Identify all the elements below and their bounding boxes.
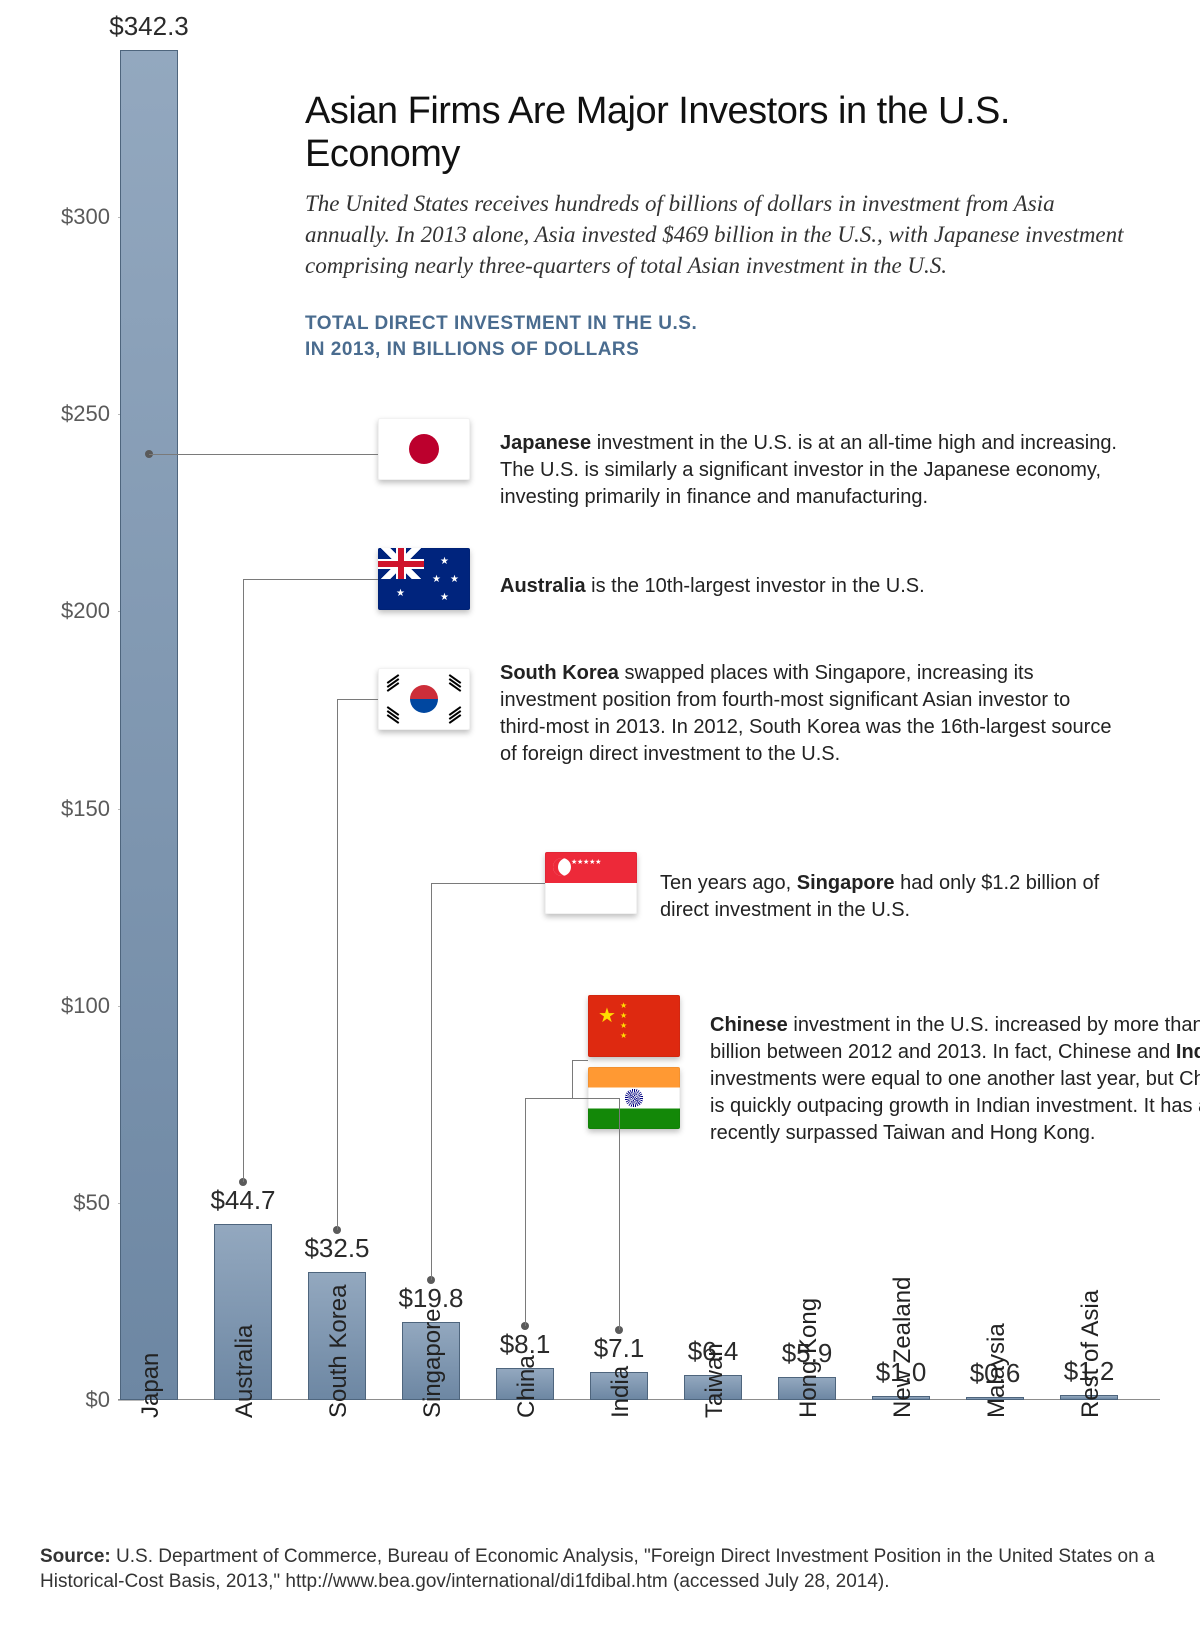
annot-china-end: investments were equal to one another la…: [710, 1068, 1200, 1144]
bar-category-label: India: [607, 1366, 635, 1418]
headline-block: Asian Firms Are Major Investors in the U…: [305, 90, 1145, 362]
bar-category-label: Taiwan: [701, 1343, 729, 1418]
bar-japan: [120, 50, 178, 1400]
source-body: U.S. Department of Commerce, Bureau of E…: [40, 1546, 1155, 1593]
south-korea-flag-icon: [378, 668, 470, 730]
annot-singapore: Ten years ago, Singapore had only $1.2 b…: [660, 870, 1130, 924]
leader-line: [149, 454, 378, 455]
chart-subhead: TOTAL DIRECT INVESTMENT IN THE U.S. IN 2…: [305, 311, 1145, 362]
annot-china-india: Chinese investment in the U.S. increased…: [710, 1012, 1200, 1147]
annot-india-bold: Indian: [1176, 1041, 1200, 1063]
annot-japan-text: investment in the U.S. is at an all-time…: [500, 432, 1117, 508]
bar-category-label: Australia: [231, 1325, 259, 1418]
annot-australia-bold: Australia: [500, 575, 586, 597]
bar-value-label: $44.7: [183, 1185, 303, 1216]
y-axis-label: $100: [50, 993, 110, 1019]
leader-line: [337, 699, 338, 1230]
annot-australia: Australia is the 10th-largest investor i…: [500, 573, 1120, 600]
leader-line: [431, 883, 432, 1280]
annot-japan-bold: Japanese: [500, 432, 591, 454]
subhead-line2: IN 2013, IN BILLIONS OF DOLLARS: [305, 339, 639, 360]
y-axis-label: $150: [50, 796, 110, 822]
bar-category-label: Rest of Asia: [1077, 1290, 1105, 1418]
annot-australia-text: is the 10th-largest investor in the U.S.: [586, 575, 925, 597]
bar-category-label: Japan: [137, 1353, 165, 1418]
y-axis-label: $250: [50, 401, 110, 427]
leader-line: [243, 579, 378, 580]
y-axis-label: $50: [50, 1190, 110, 1216]
leader-line: [619, 1098, 620, 1330]
subhead-line1: TOTAL DIRECT INVESTMENT IN THE U.S.: [305, 313, 697, 334]
leader-line: [337, 699, 378, 700]
y-axis-label: $300: [50, 204, 110, 230]
singapore-flag-icon: [545, 852, 637, 914]
source-footer: Source: U.S. Department of Commerce, Bur…: [40, 1544, 1160, 1595]
y-axis-label: $200: [50, 598, 110, 624]
annot-singapore-bold: Singapore: [797, 872, 895, 894]
leader-line: [525, 1098, 526, 1326]
bar-category-label: Malaysia: [983, 1323, 1011, 1418]
leader-line: [431, 883, 545, 884]
annot-singapore-pre: Ten years ago,: [660, 872, 797, 894]
leader-line: [572, 1060, 588, 1061]
annot-korea: South Korea swapped places with Singapor…: [500, 660, 1120, 768]
chart-title: Asian Firms Are Major Investors in the U…: [305, 90, 1145, 176]
leader-line: [572, 1060, 573, 1098]
annot-japan: Japanese investment in the U.S. is at an…: [500, 430, 1120, 511]
bar-value-label: $32.5: [277, 1233, 397, 1264]
source-label: Source:: [40, 1546, 111, 1567]
japan-flag-icon: [378, 418, 470, 480]
bar-category-label: China: [513, 1355, 541, 1418]
y-axis-label: $0: [50, 1387, 110, 1413]
leader-line: [243, 579, 244, 1182]
chart-lede: The United States receives hundreds of b…: [305, 188, 1145, 281]
china-flag-icon: [588, 995, 680, 1057]
australia-flag-icon: ★ ★ ★ ★ ★: [378, 548, 470, 610]
bar-category-label: Singapore: [419, 1309, 447, 1418]
bar-category-label: Hong Kong: [795, 1298, 823, 1418]
leader-line: [525, 1098, 619, 1099]
bar-category-label: South Korea: [325, 1285, 353, 1418]
annot-china-bold: Chinese: [710, 1014, 788, 1036]
bar-category-label: New Zealand: [889, 1277, 917, 1418]
bar-value-label: $342.3: [89, 11, 209, 42]
annot-korea-bold: South Korea: [500, 662, 619, 684]
